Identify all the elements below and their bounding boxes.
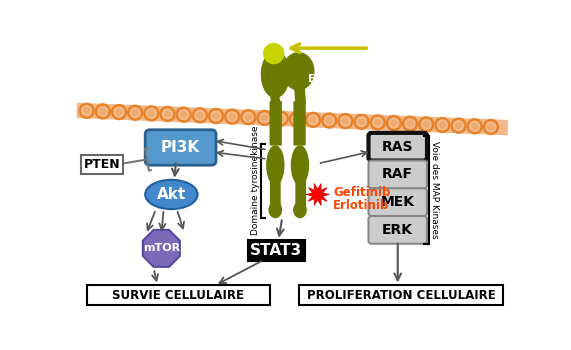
Circle shape <box>325 117 333 124</box>
Text: ERK: ERK <box>382 223 413 237</box>
Text: EGFR: EGFR <box>308 74 340 84</box>
Circle shape <box>391 120 397 127</box>
FancyBboxPatch shape <box>270 180 281 206</box>
Circle shape <box>245 114 252 121</box>
Text: Domaine tyrosinekinase: Domaine tyrosinekinase <box>251 126 260 235</box>
FancyBboxPatch shape <box>368 216 427 244</box>
Circle shape <box>358 118 365 125</box>
Ellipse shape <box>269 202 282 218</box>
Text: SURVIE CELLULAIRE: SURVIE CELLULAIRE <box>112 289 244 302</box>
Polygon shape <box>294 84 306 104</box>
Circle shape <box>115 108 122 116</box>
Polygon shape <box>306 183 329 205</box>
Text: Akt: Akt <box>156 187 186 202</box>
Circle shape <box>293 116 300 122</box>
Polygon shape <box>269 90 281 105</box>
Text: MEK: MEK <box>381 195 415 209</box>
Circle shape <box>180 111 187 118</box>
Circle shape <box>471 123 478 130</box>
FancyBboxPatch shape <box>368 188 427 216</box>
Text: Voie des MAP Kinases: Voie des MAP Kinases <box>430 141 439 239</box>
FancyBboxPatch shape <box>295 180 306 206</box>
FancyBboxPatch shape <box>248 240 304 261</box>
Polygon shape <box>143 230 180 267</box>
Text: STAT3: STAT3 <box>250 243 302 258</box>
Circle shape <box>148 110 155 117</box>
Circle shape <box>278 115 284 122</box>
Ellipse shape <box>145 180 198 209</box>
Text: Erlotinib: Erlotinib <box>333 199 389 212</box>
Ellipse shape <box>291 146 308 184</box>
FancyBboxPatch shape <box>145 130 216 165</box>
Ellipse shape <box>283 53 314 90</box>
Circle shape <box>407 120 413 127</box>
Circle shape <box>229 113 236 120</box>
Text: RAS: RAS <box>382 140 413 154</box>
Text: PROLIFERATION CELLULAIRE: PROLIFERATION CELLULAIRE <box>307 289 496 302</box>
Circle shape <box>196 112 203 119</box>
Ellipse shape <box>262 51 289 97</box>
Ellipse shape <box>267 146 284 184</box>
Circle shape <box>342 118 349 125</box>
Circle shape <box>212 112 219 119</box>
Text: mTOR: mTOR <box>143 243 180 253</box>
FancyBboxPatch shape <box>293 101 305 146</box>
Circle shape <box>261 114 268 121</box>
Circle shape <box>99 108 106 115</box>
Text: Gefitinib: Gefitinib <box>333 186 391 199</box>
Circle shape <box>423 121 430 128</box>
Circle shape <box>132 109 139 116</box>
Circle shape <box>164 111 171 118</box>
Text: RAF: RAF <box>382 167 413 181</box>
Circle shape <box>309 116 316 123</box>
Circle shape <box>455 122 462 129</box>
Circle shape <box>264 43 284 64</box>
Circle shape <box>83 107 90 114</box>
FancyBboxPatch shape <box>299 285 503 305</box>
FancyBboxPatch shape <box>270 101 282 146</box>
Circle shape <box>488 124 494 131</box>
Circle shape <box>374 119 381 126</box>
Ellipse shape <box>294 202 306 218</box>
Text: PTEN: PTEN <box>84 158 120 171</box>
Circle shape <box>439 121 446 128</box>
FancyBboxPatch shape <box>87 285 270 305</box>
Text: PI3K: PI3K <box>161 140 200 155</box>
FancyBboxPatch shape <box>368 133 427 161</box>
Polygon shape <box>77 103 508 135</box>
FancyBboxPatch shape <box>81 155 123 174</box>
FancyBboxPatch shape <box>368 161 427 188</box>
